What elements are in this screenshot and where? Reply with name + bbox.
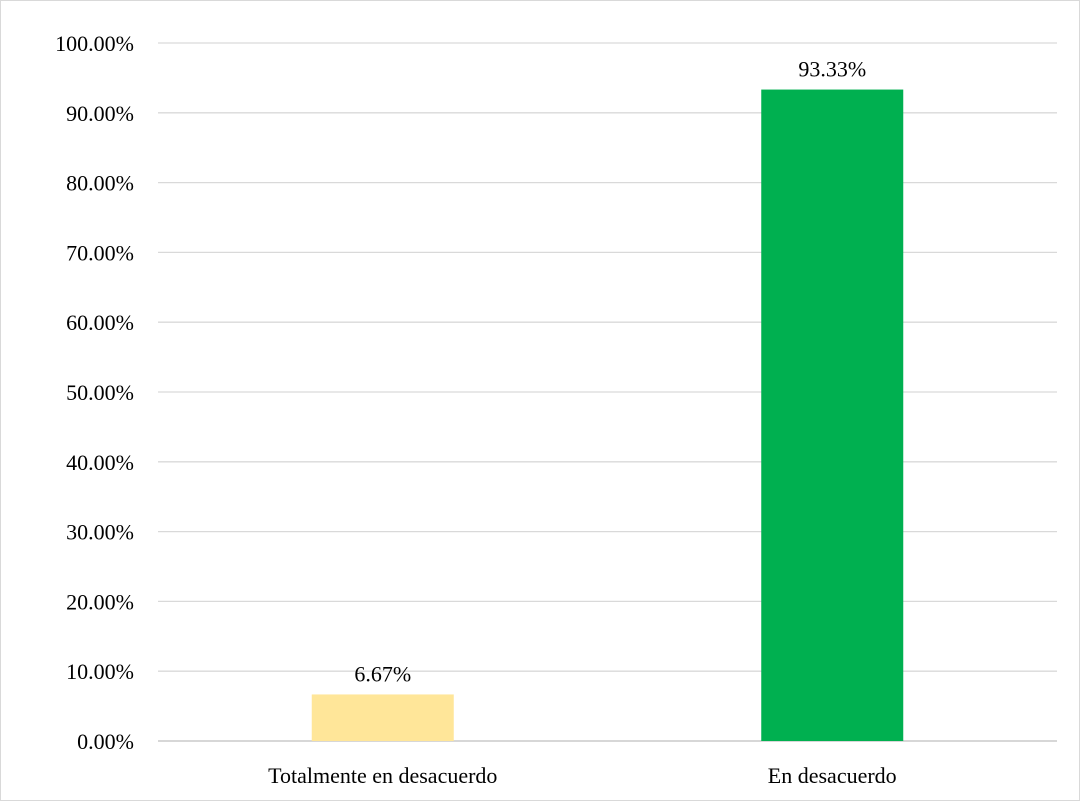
data-labels: 6.67% 93.33% xyxy=(354,57,866,687)
y-tick-label: 0.00% xyxy=(77,729,134,754)
y-axis-ticks: 0.00% 10.00% 20.00% 30.00% 40.00% 50.00% 60.00… xyxy=(55,31,134,754)
y-tick-label: 100.00% xyxy=(55,31,134,56)
y-tick-label: 70.00% xyxy=(66,240,134,265)
y-tick-label: 20.00% xyxy=(66,589,134,614)
y-tick-label: 90.00% xyxy=(66,101,134,126)
x-axis-categories: Totalmente en desacuerdo En desacuerdo xyxy=(268,763,897,788)
x-category-label: En desacuerdo xyxy=(768,763,897,788)
y-tick-label: 30.00% xyxy=(66,520,134,545)
bar-2 xyxy=(761,89,904,742)
y-tick-label: 10.00% xyxy=(66,659,134,684)
x-category-label: Totalmente en desacuerdo xyxy=(268,763,497,788)
bar-1 xyxy=(311,694,454,741)
y-tick-label: 80.00% xyxy=(66,171,134,196)
bars xyxy=(311,89,904,742)
y-tick-label: 40.00% xyxy=(66,450,134,475)
bar-data-label: 93.33% xyxy=(798,57,866,82)
gridlines xyxy=(158,42,1057,742)
y-tick-label: 60.00% xyxy=(66,310,134,335)
y-tick-label: 50.00% xyxy=(66,380,134,405)
bar-data-label: 6.67% xyxy=(354,661,411,686)
